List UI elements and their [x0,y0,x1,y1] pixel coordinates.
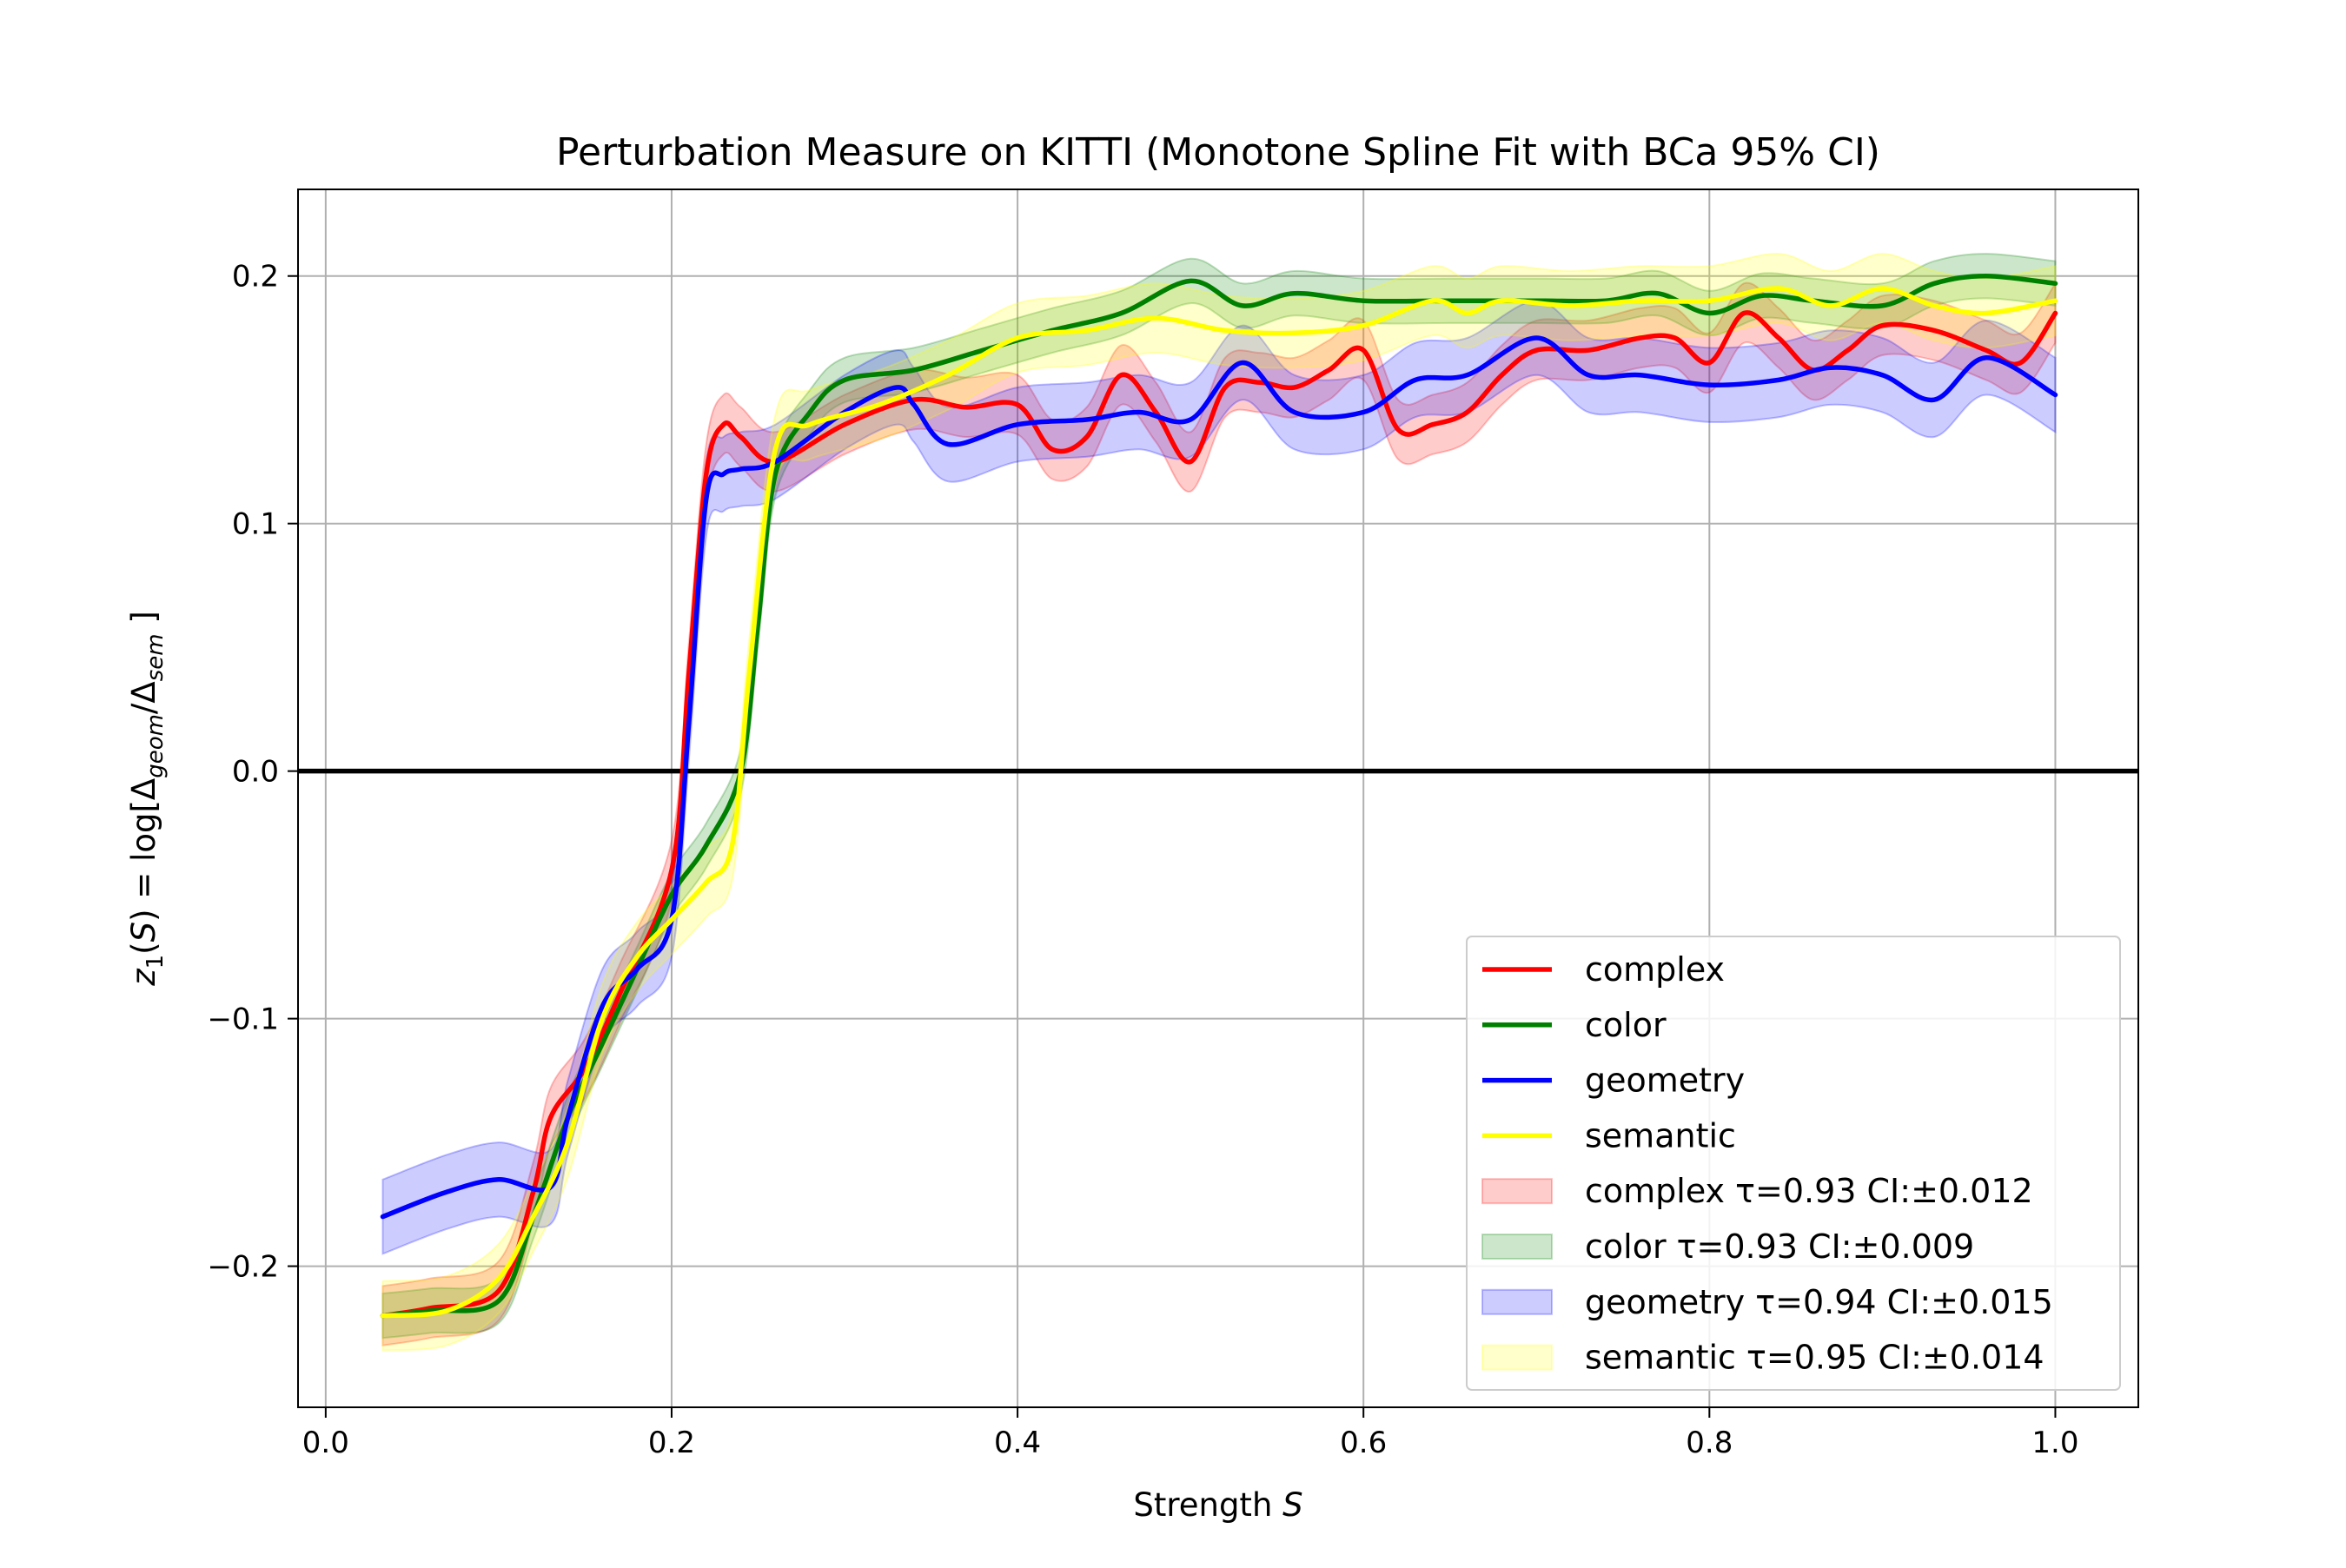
legend-band-swatch-semantic [1481,1344,1553,1371]
legend-frame [1466,936,2121,1391]
legend-band-label-semantic: semantic τ=0.95 CI:±0.014 [1585,1339,2044,1377]
legend-band-label-complex: complex τ=0.93 CI:±0.012 [1585,1172,2033,1210]
y-tick-label: −0.2 [207,1250,279,1285]
legend-band-swatch-geometry [1481,1288,1553,1315]
y-tick-label: 0.1 [232,507,279,542]
x-tick-label: 1.0 [2031,1426,2078,1460]
y-tick-label: 0.2 [232,260,279,294]
x-tick-label: 0.0 [302,1426,349,1460]
legend-band-label-geometry: geometry τ=0.94 CI:±0.015 [1585,1283,2053,1321]
ci-band-complex [381,281,2057,1346]
legend-band-swatch-color [1481,1234,1553,1260]
legend-label-color: color [1585,1006,1667,1044]
legend-label-semantic: semantic [1585,1116,1736,1154]
legend: complex color geometry semantic complex τ=0.… [1466,936,2121,1391]
series-line-semantic [380,286,2058,1319]
y-tick-label: 0.0 [232,755,279,790]
legend-band-swatch-complex [1481,1178,1553,1205]
legend-band-label-color: color τ=0.93 CI:±0.009 [1585,1227,1974,1266]
x-tick-label: 0.8 [1686,1426,1733,1460]
series-line-geometry [380,335,2058,1220]
plot-area-frame [297,189,2139,1408]
x-tick-label: 0.6 [1340,1426,1387,1460]
x-tick-label: 0.4 [994,1426,1041,1460]
chart-title: Perturbation Measure on KITTI (Monotone … [556,130,1880,175]
x-tick-label: 0.2 [648,1426,695,1460]
y-axis-label: z1(S) = log[Δgeom/Δsem ] [125,611,169,987]
legend-label-complex: complex [1585,950,1725,989]
y-tick-label: −0.1 [207,1002,279,1037]
series-lines [380,273,2058,1319]
series-line-complex [380,310,2058,1319]
x-axis-label: Strength S [1133,1486,1302,1524]
axis-ticks: 0.0 0.2 0.4 0.6 0.8 1.0 −0.2 −0.1 0.0 0.1 0.2 [207,260,2078,1460]
legend-label-geometry: geometry [1585,1062,1745,1100]
